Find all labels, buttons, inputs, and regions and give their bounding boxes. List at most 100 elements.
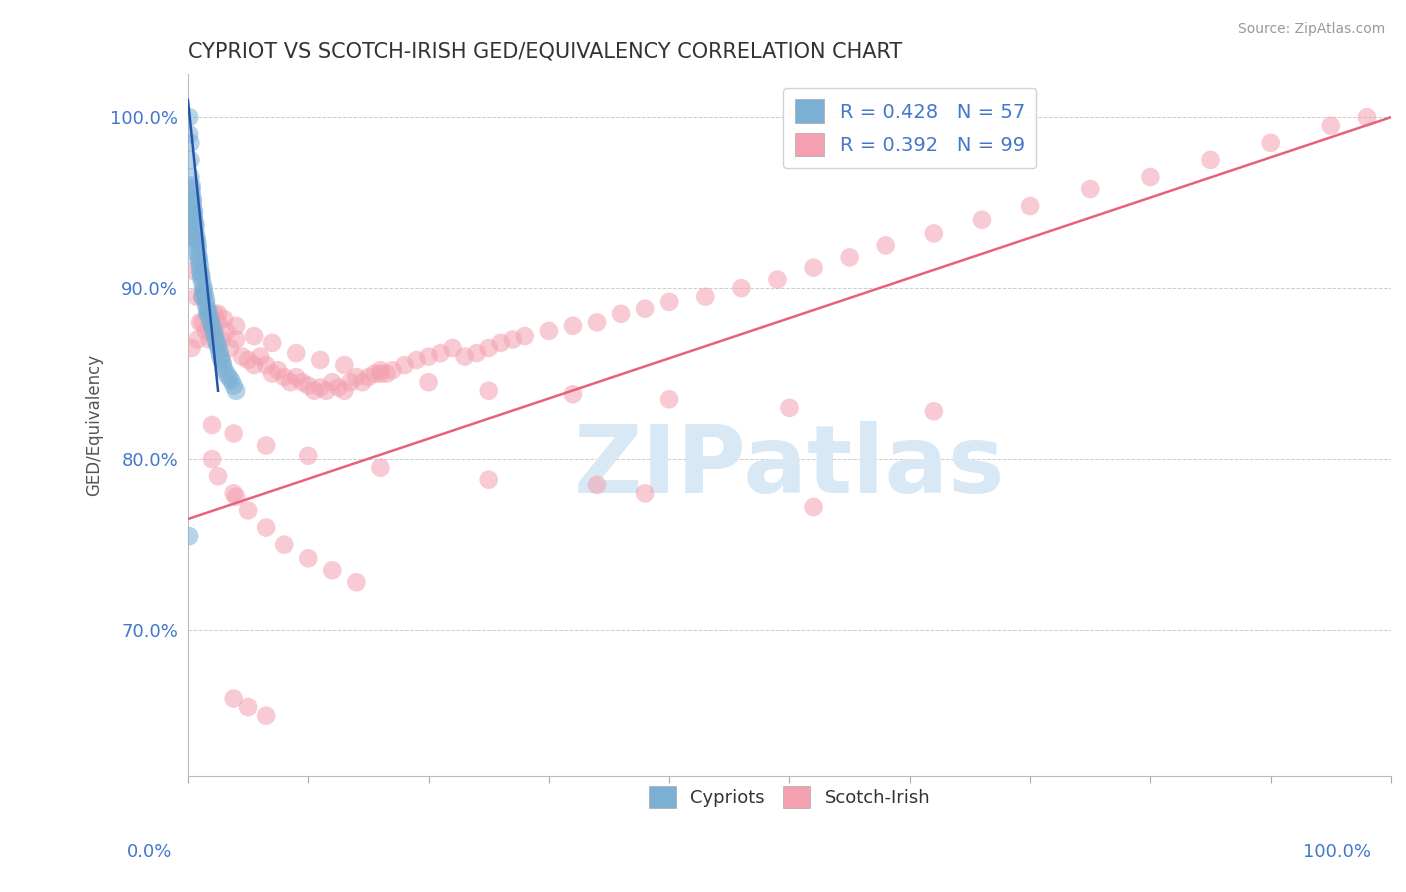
Point [278, 375, 301, 389]
Point [222, 486, 245, 500]
Point [429, 346, 451, 360]
Point [328, 380, 350, 394]
Point [195, 324, 218, 338]
Point [537, 324, 560, 338]
Point [478, 473, 501, 487]
Point [344, 575, 367, 590]
Point [218, 370, 240, 384]
Point [184, 216, 207, 230]
Point [297, 551, 319, 566]
Point [370, 363, 392, 377]
Point [190, 268, 212, 282]
Point [187, 242, 209, 256]
Point [254, 708, 277, 723]
Point [187, 236, 209, 251]
Y-axis label: GED/Equivalency: GED/Equivalency [86, 354, 103, 496]
Point [1199, 153, 1222, 167]
Point [180, 341, 202, 355]
Point [1019, 199, 1042, 213]
Point [198, 310, 221, 325]
Point [180, 182, 202, 196]
Point [204, 333, 226, 347]
Point [394, 358, 416, 372]
Point [453, 350, 475, 364]
Point [212, 361, 235, 376]
Point [695, 290, 717, 304]
Point [187, 333, 209, 347]
Point [1078, 182, 1101, 196]
Point [225, 384, 247, 398]
Point [191, 276, 214, 290]
Point [254, 358, 277, 372]
Point [222, 426, 245, 441]
Point [225, 318, 247, 333]
Point [188, 259, 211, 273]
Point [183, 264, 205, 278]
Point [1139, 169, 1161, 184]
Point [197, 305, 219, 319]
Point [321, 375, 343, 389]
Point [191, 290, 214, 304]
Point [502, 333, 524, 347]
Point [225, 333, 247, 347]
Point [875, 238, 897, 252]
Point [658, 392, 681, 407]
Point [262, 367, 284, 381]
Point [285, 346, 308, 360]
Point [249, 350, 271, 364]
Point [179, 529, 201, 543]
Point [922, 227, 945, 241]
Point [211, 353, 233, 368]
Point [179, 110, 201, 124]
Point [610, 307, 633, 321]
Point [195, 293, 218, 307]
Point [344, 370, 367, 384]
Point [187, 247, 209, 261]
Point [193, 285, 215, 299]
Point [405, 353, 427, 368]
Point [180, 187, 202, 202]
Point [803, 500, 825, 514]
Point [838, 251, 860, 265]
Point [418, 375, 440, 389]
Point [195, 307, 218, 321]
Point [222, 378, 245, 392]
Point [315, 384, 337, 398]
Point [208, 344, 231, 359]
Point [222, 691, 245, 706]
Point [191, 315, 214, 329]
Point [186, 233, 208, 247]
Point [297, 449, 319, 463]
Point [236, 700, 259, 714]
Point [254, 438, 277, 452]
Point [922, 404, 945, 418]
Point [375, 367, 398, 381]
Point [297, 378, 319, 392]
Point [207, 469, 229, 483]
Point [309, 380, 332, 394]
Point [561, 387, 583, 401]
Point [381, 363, 404, 377]
Point [200, 315, 222, 329]
Point [194, 288, 217, 302]
Point [205, 335, 228, 350]
Point [262, 335, 284, 350]
Point [357, 370, 380, 384]
Text: Source: ZipAtlas.com: Source: ZipAtlas.com [1237, 22, 1385, 37]
Point [180, 230, 202, 244]
Point [634, 486, 657, 500]
Point [465, 346, 488, 360]
Text: ZIPatlas: ZIPatlas [574, 421, 1005, 513]
Point [779, 401, 801, 415]
Point [207, 315, 229, 329]
Point [183, 204, 205, 219]
Point [215, 367, 238, 381]
Point [184, 219, 207, 234]
Point [193, 281, 215, 295]
Point [201, 417, 224, 432]
Point [207, 339, 229, 353]
Point [209, 350, 232, 364]
Point [339, 375, 361, 389]
Point [586, 478, 609, 492]
Text: CYPRIOT VS SCOTCH-IRISH GED/EQUIVALENCY CORRELATION CHART: CYPRIOT VS SCOTCH-IRISH GED/EQUIVALENCY … [188, 42, 903, 62]
